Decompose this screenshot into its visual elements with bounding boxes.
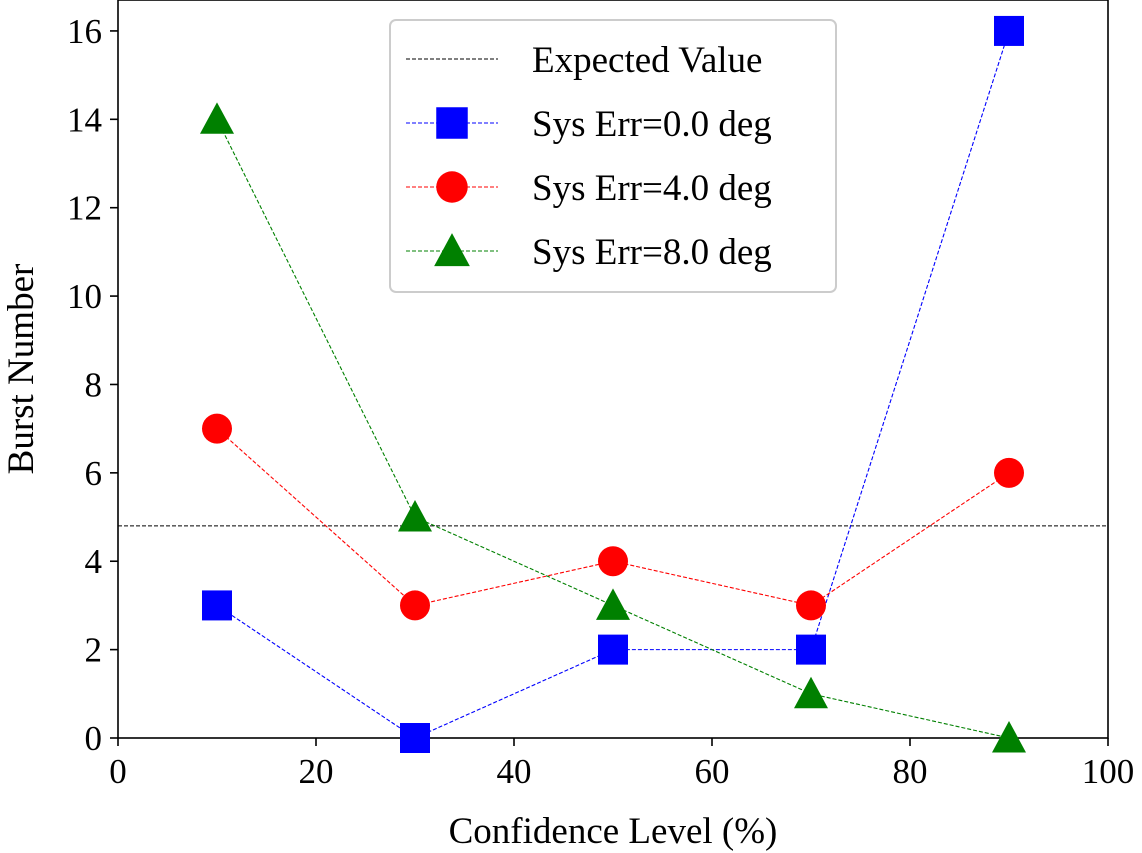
axes: 0 20 40 60 80 100 0 2 4 6 8 10 12 14 16 bbox=[67, 0, 1134, 791]
legend-label: Sys Err=4.0 deg bbox=[532, 168, 772, 209]
legend-label: Sys Err=8.0 deg bbox=[532, 232, 772, 273]
legend-label: Expected Value bbox=[532, 40, 762, 81]
x-tick-label: 80 bbox=[893, 752, 928, 791]
legend: Expected Value Sys Err=0.0 deg Sys Err=4.0… bbox=[389, 19, 837, 293]
data-point-series-2 bbox=[796, 590, 826, 621]
x-tick-label: 20 bbox=[299, 752, 334, 791]
data-point-series-1 bbox=[202, 590, 232, 621]
y-tick-label: 0 bbox=[85, 719, 103, 758]
y-tick-label: 12 bbox=[67, 189, 102, 228]
data-point-series-3 bbox=[398, 500, 432, 532]
y-tick-label: 2 bbox=[85, 631, 103, 670]
data-point-series-3 bbox=[596, 588, 630, 620]
y-tick-label: 14 bbox=[67, 100, 102, 139]
data-point-series-1 bbox=[994, 15, 1024, 46]
y-tick-label: 8 bbox=[85, 365, 103, 404]
y-tick-label: 16 bbox=[67, 12, 102, 51]
plot-frame bbox=[117, 0, 1109, 739]
data-point-series-3 bbox=[992, 721, 1026, 753]
x-tick-label: 100 bbox=[1082, 752, 1135, 791]
series-line-2 bbox=[216, 428, 1010, 607]
data-point-series-2 bbox=[994, 457, 1024, 488]
data-point-series-1 bbox=[598, 634, 628, 665]
plot-markers bbox=[200, 15, 1026, 753]
data-point-series-1 bbox=[400, 723, 430, 753]
data-point-series-3 bbox=[200, 102, 234, 134]
x-tick-label: 0 bbox=[109, 752, 127, 791]
series-line-1 bbox=[216, 30, 1010, 739]
data-point-series-2 bbox=[400, 590, 430, 621]
legend-box bbox=[389, 19, 837, 293]
legend-label: Sys Err=0.0 deg bbox=[532, 104, 772, 145]
x-axis-label: Confidence Level (%) bbox=[449, 811, 778, 852]
legend-marker-circle bbox=[436, 171, 468, 203]
legend-marker-triangle bbox=[434, 233, 470, 267]
data-point-series-2 bbox=[202, 413, 232, 444]
y-tick-label: 4 bbox=[85, 542, 103, 581]
y-axis-label: Burst Number bbox=[1, 264, 42, 475]
y-tick-label: 10 bbox=[67, 277, 102, 316]
data-point-series-2 bbox=[598, 546, 628, 577]
y-tick-label: 6 bbox=[85, 454, 103, 493]
x-tick-label: 40 bbox=[497, 752, 532, 791]
legend-marker-square bbox=[436, 107, 468, 139]
data-point-series-3 bbox=[794, 676, 828, 709]
data-point-series-1 bbox=[796, 634, 826, 665]
x-tick-label: 60 bbox=[695, 752, 730, 791]
